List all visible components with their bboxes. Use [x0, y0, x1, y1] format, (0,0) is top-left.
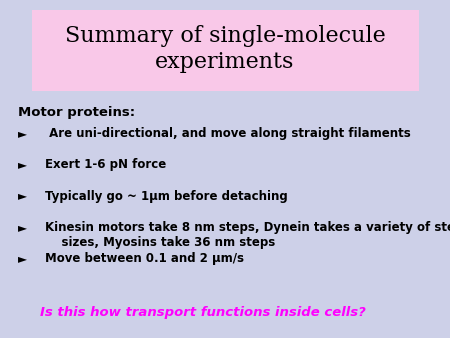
Text: Is this how transport functions inside cells?: Is this how transport functions inside c…	[40, 307, 366, 319]
Text: Typically go ~ 1μm before detaching: Typically go ~ 1μm before detaching	[45, 190, 288, 202]
FancyBboxPatch shape	[32, 10, 419, 91]
Text: Are uni-directional, and move along straight filaments: Are uni-directional, and move along stra…	[45, 127, 411, 140]
Text: Move between 0.1 and 2 μm/s: Move between 0.1 and 2 μm/s	[45, 252, 244, 265]
Text: ►: ►	[18, 252, 27, 265]
Text: Summary of single-molecule
experiments: Summary of single-molecule experiments	[65, 25, 385, 73]
Text: Kinesin motors take 8 nm steps, Dynein takes a variety of step
    sizes, Myosin: Kinesin motors take 8 nm steps, Dynein t…	[45, 221, 450, 249]
Text: ►: ►	[18, 221, 27, 234]
Text: Motor proteins:: Motor proteins:	[18, 106, 135, 119]
Text: ►: ►	[18, 190, 27, 202]
Text: ►: ►	[18, 158, 27, 171]
Text: ►: ►	[18, 127, 27, 140]
Text: Exert 1-6 pN force: Exert 1-6 pN force	[45, 158, 166, 171]
